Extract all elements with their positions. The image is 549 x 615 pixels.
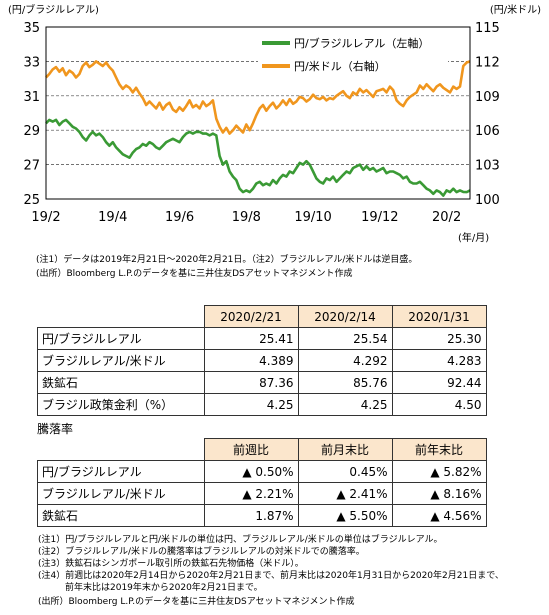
col-header: 前月末比: [297, 438, 393, 461]
cell: 4.283: [391, 349, 487, 372]
cell: 92.44: [391, 371, 487, 394]
cell: 87.36: [203, 371, 299, 394]
footnote: 前年末比は2019年末から2020年2月21日まで。: [38, 583, 263, 593]
cell: 85.76: [297, 371, 393, 394]
cell: ▲ 5.82%: [391, 460, 487, 483]
table-row: 鉄鉱石 1.87% ▲ 5.50% ▲ 4.56%: [37, 504, 487, 527]
x-tick-label: 19/2: [31, 210, 60, 225]
right-axis-label: (円/米ドル): [490, 3, 541, 16]
cell: 25.30: [391, 327, 487, 350]
footnote: (注4）前週比は2020年2月14日から2020年2月21日まで、前月末比は20…: [38, 571, 504, 581]
cell: 4.292: [297, 349, 393, 372]
cell: 25.41: [203, 327, 299, 350]
cell: ▲ 8.16%: [391, 482, 487, 505]
legend-box: [258, 30, 448, 76]
row-label: 円/ブラジルレアル: [37, 460, 205, 483]
change-table: 前週比 前月末比 前年末比 円/ブラジルレアル ▲ 0.50% 0.45% ▲ …: [37, 438, 487, 527]
section-title: 騰落率: [37, 422, 74, 436]
legend-label-green: 円/ブラジルレアル（左軸）: [294, 36, 429, 50]
col-header: 2020/1/31: [391, 305, 487, 328]
cell: 4.389: [203, 349, 299, 372]
y-right-tick-label: 115: [475, 21, 500, 36]
table-row: ブラジルレアル/米ドル 4.389 4.292 4.283: [37, 349, 487, 372]
footnote: (注3）鉄鉱石はシンガポール取引所の鉄鉱石先物価格（米ドル）。: [38, 559, 304, 569]
footnote: (注1）円/ブラジルレアルと円/米ドルの単位は円、ブラジルレアル/米ドルの単位は…: [38, 535, 443, 545]
y-left-tick-label: 35: [23, 21, 40, 36]
y-right-tick-label: 103: [475, 159, 500, 174]
cell: 0.45%: [297, 460, 393, 483]
cell: ▲ 2.21%: [203, 482, 299, 505]
col-header: 前週比: [203, 438, 299, 461]
left-axis-label: (円/ブラジルレアル): [8, 3, 99, 16]
cell: ▲ 0.50%: [203, 460, 299, 483]
x-tick-label: 19/4: [98, 210, 127, 225]
series-line-jpy-brl: [45, 118, 471, 197]
row-label: ブラジルレアル/米ドル: [37, 482, 205, 505]
y-right-tick-label: 109: [475, 90, 500, 105]
table-row: 鉄鉱石 87.36 85.76 92.44: [37, 371, 487, 394]
col-header: 2020/2/14: [297, 305, 393, 328]
y-right-tick-label: 112: [475, 55, 500, 70]
x-tick-label: 20/2: [432, 210, 461, 225]
plot-frame: [45, 26, 471, 200]
cell: 4.25: [297, 393, 393, 416]
y-left-tick-label: 31: [23, 90, 40, 105]
table-row: ブラジルレアル/米ドル ▲ 2.21% ▲ 2.41% ▲ 8.16%: [37, 482, 487, 505]
footnote: (出所）Bloomberg L.P.のデータを基に三井住友DSアセットマネジメン…: [38, 597, 355, 607]
series-line-jpy-usd: [45, 60, 471, 135]
row-label: 鉄鉱石: [37, 371, 205, 394]
line-chart: 35 33 31 29 27 25 115 112 109 106 103 100 19/2 19/4…: [8, 3, 541, 244]
market-table: 2020/2/21 2020/2/14 2020/1/31 円/ブラジルレアル …: [37, 305, 487, 416]
table-row: 円/ブラジルレアル 25.41 25.54 25.30: [37, 327, 487, 350]
table-row: ブラジル政策金利（%） 4.25 4.25 4.50: [37, 393, 487, 416]
chart-note: (注1）データは2019年2月21日～2020年2月21日。（注2）ブラジルレア…: [36, 255, 418, 265]
cell: 4.25: [203, 393, 299, 416]
col-header: 前年末比: [391, 438, 487, 461]
row-label: ブラジルレアル/米ドル: [37, 349, 205, 372]
footnote: (注2）ブラジルレアル/米ドルの騰落率はブラジルレアルの対米ドルでの騰落率。: [38, 547, 365, 557]
y-left-tick-label: 33: [23, 55, 40, 70]
x-tick-label: 19/10: [294, 210, 331, 225]
x-unit-label: (年/月): [458, 231, 489, 244]
col-header: 2020/2/21: [203, 305, 299, 328]
x-tick-label: 19/6: [165, 210, 194, 225]
row-label: ブラジル政策金利（%）: [37, 393, 205, 416]
row-label: 円/ブラジルレアル: [37, 327, 205, 350]
row-label: 鉄鉱石: [37, 504, 205, 527]
y-right-tick-label: 100: [475, 193, 500, 208]
cell: ▲ 4.56%: [391, 504, 487, 527]
y-left-tick-label: 27: [23, 159, 40, 174]
y-left-tick-label: 25: [23, 193, 40, 208]
cell: ▲ 5.50%: [297, 504, 393, 527]
cell: 4.50: [391, 393, 487, 416]
cell: ▲ 2.41%: [297, 482, 393, 505]
y-right-tick-label: 106: [475, 124, 500, 139]
cell: 25.54: [297, 327, 393, 350]
table-row: 円/ブラジルレアル ▲ 0.50% 0.45% ▲ 5.82%: [37, 460, 487, 483]
y-left-tick-label: 29: [23, 124, 40, 139]
chart-source: (出所）Bloomberg L.P.のデータを基に三井住友DSアセットマネジメン…: [36, 269, 353, 279]
x-tick-label: 19/8: [232, 210, 261, 225]
cell: 1.87%: [203, 504, 299, 527]
x-tick-label: 19/12: [361, 210, 398, 225]
legend-label-orange: 円/米ドル（右軸）: [294, 59, 386, 73]
